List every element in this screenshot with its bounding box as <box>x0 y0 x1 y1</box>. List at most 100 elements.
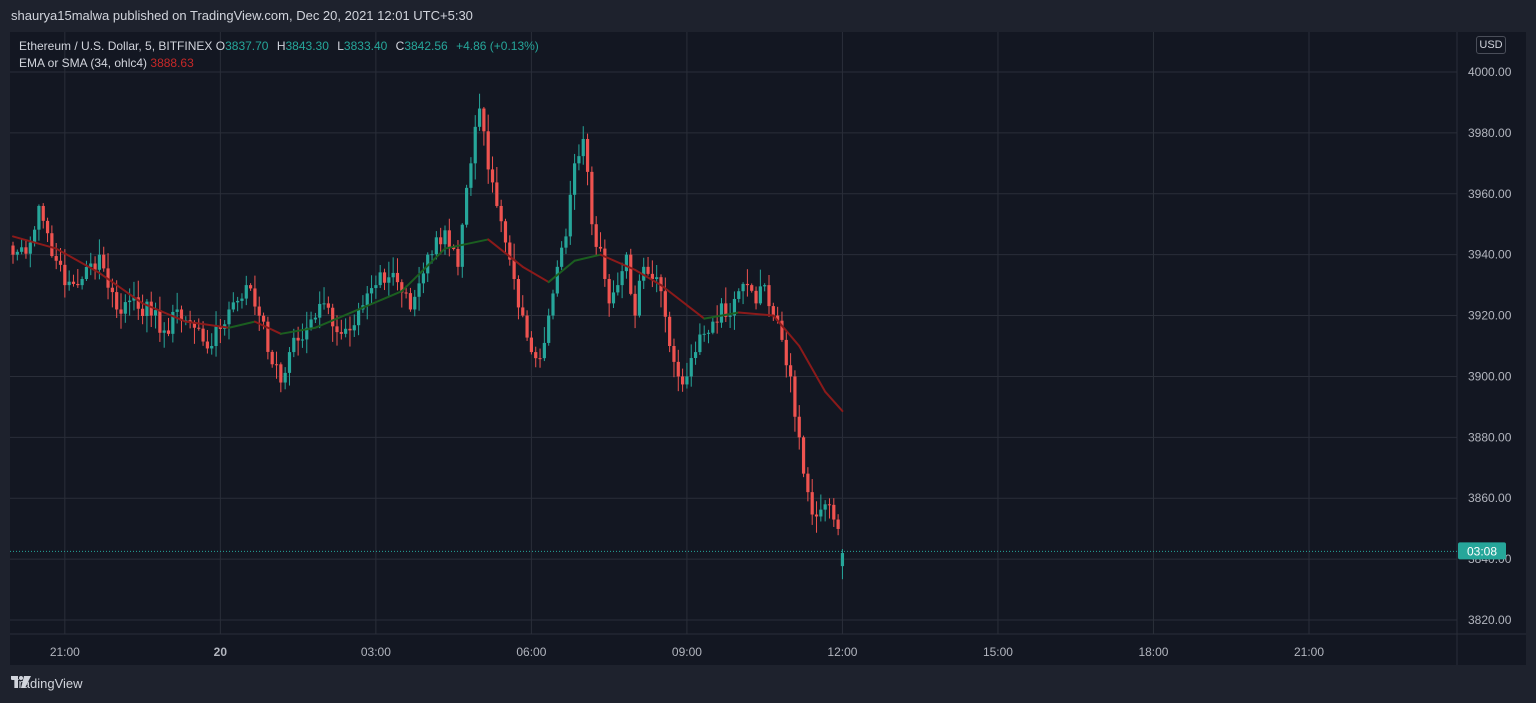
ma-line-segment <box>98 271 144 305</box>
candle-body <box>166 330 171 334</box>
symbol-label[interactable]: Ethereum / U.S. Dollar, 5, BITFINEX <box>19 39 213 53</box>
candle-body <box>616 285 620 293</box>
candle-body <box>231 302 235 310</box>
candle-body <box>706 332 711 334</box>
candle-body <box>607 278 611 304</box>
candle-body <box>149 301 153 316</box>
indicator-label[interactable]: EMA or SMA (34, ohlc4) <box>19 56 148 70</box>
candle-body <box>637 280 641 316</box>
candle-body <box>823 504 827 510</box>
candle-body <box>784 339 788 366</box>
candle-body <box>318 303 322 318</box>
candle-body <box>508 242 512 260</box>
candlestick-chart[interactable]: 4000.00 3980.00 3960.00 3940.00 3920.00 3900.… <box>10 32 1526 665</box>
candle-body <box>750 285 754 291</box>
candle-body <box>136 297 140 309</box>
currency-button[interactable]: USD <box>1476 36 1506 54</box>
price-tick-label: 4000.00 <box>1468 65 1512 79</box>
candle-body <box>292 337 296 353</box>
candle-body <box>153 310 158 316</box>
open-value: 3837.70 <box>225 39 269 53</box>
candle-body <box>20 247 24 252</box>
candle-body <box>287 352 292 373</box>
candle-body <box>236 300 240 303</box>
candle-body <box>331 307 335 327</box>
candle-body <box>594 224 598 247</box>
candle-body <box>503 221 508 243</box>
candle-body <box>577 156 581 164</box>
candle-body <box>715 321 719 323</box>
indicator-legend-line: EMA or SMA (34, ohlc4) 3888.63 <box>19 55 544 72</box>
candle-body <box>827 504 832 506</box>
candle-body <box>443 230 447 245</box>
ma-line-segment <box>521 265 550 284</box>
ma-line-segment <box>279 326 317 335</box>
time-tick-label: 12:00 <box>827 645 857 659</box>
candle-body <box>806 473 810 493</box>
ma-line-segment <box>141 302 187 323</box>
candle-body <box>598 246 603 249</box>
ma-line-segment <box>573 253 602 262</box>
candle-body <box>629 254 633 294</box>
candle-body <box>128 300 132 303</box>
candle-body <box>771 306 775 316</box>
published-caption: shaurya15malwa published on TradingView.… <box>11 8 473 23</box>
candle-body <box>80 279 84 286</box>
candle-body <box>274 364 279 366</box>
candle-body <box>642 266 646 281</box>
candle-body <box>266 321 270 352</box>
candle-body <box>581 138 585 157</box>
price-tick-label: 3920.00 <box>1468 309 1512 323</box>
candle-body <box>689 358 693 377</box>
high-label: H <box>276 39 286 53</box>
close-value: 3842.56 <box>404 39 448 53</box>
candle-body <box>590 171 594 225</box>
candle-body <box>529 337 533 353</box>
ma-line-segment <box>824 390 844 413</box>
candle-body <box>724 303 728 317</box>
candle-body <box>655 277 659 280</box>
ma-line-segment <box>228 320 256 329</box>
candle-body <box>339 332 343 334</box>
candle-body <box>378 272 382 286</box>
price-tick-label: 3940.00 <box>1468 248 1512 262</box>
ma-line-segment <box>599 253 637 271</box>
candle-body <box>158 310 162 333</box>
candle-body <box>646 266 650 274</box>
candle-body <box>115 292 119 310</box>
candle-body <box>832 504 836 520</box>
candle-body <box>132 297 136 301</box>
candle-body <box>516 279 521 308</box>
candle-body <box>322 303 326 305</box>
top-bar: shaurya15malwa published on TradingView.… <box>0 0 1536 32</box>
candle-body <box>162 330 166 333</box>
candle-body <box>732 298 737 316</box>
candle-body <box>214 326 218 346</box>
candle-body <box>633 293 637 316</box>
candle-body <box>819 509 823 517</box>
tradingview-logo-icon <box>11 676 31 688</box>
candle-body <box>555 266 559 294</box>
candle-body <box>776 315 780 321</box>
chart-pane[interactable]: 4000.00 3980.00 3960.00 3940.00 3920.00 3900.… <box>10 32 1526 665</box>
candle-body <box>685 376 689 385</box>
candle-body <box>395 272 400 283</box>
candle-body <box>573 163 577 195</box>
candle-body <box>249 285 253 289</box>
candle-body <box>404 292 408 294</box>
ma-line-segment <box>547 259 576 284</box>
close-label: C <box>395 39 405 53</box>
candle-body <box>110 287 114 293</box>
tradingview-logo[interactable]: TradingView <box>11 676 83 691</box>
candle-body <box>97 254 101 270</box>
candle-body <box>758 286 762 304</box>
candle-body <box>179 309 184 321</box>
candle-body <box>810 492 814 515</box>
price-tick-label: 3880.00 <box>1468 430 1512 444</box>
candle-body <box>102 254 106 269</box>
candle-body <box>348 328 352 331</box>
candle-body <box>698 334 702 353</box>
low-label: L <box>337 39 344 53</box>
candle-body <box>11 245 15 255</box>
candle-body <box>41 205 45 221</box>
